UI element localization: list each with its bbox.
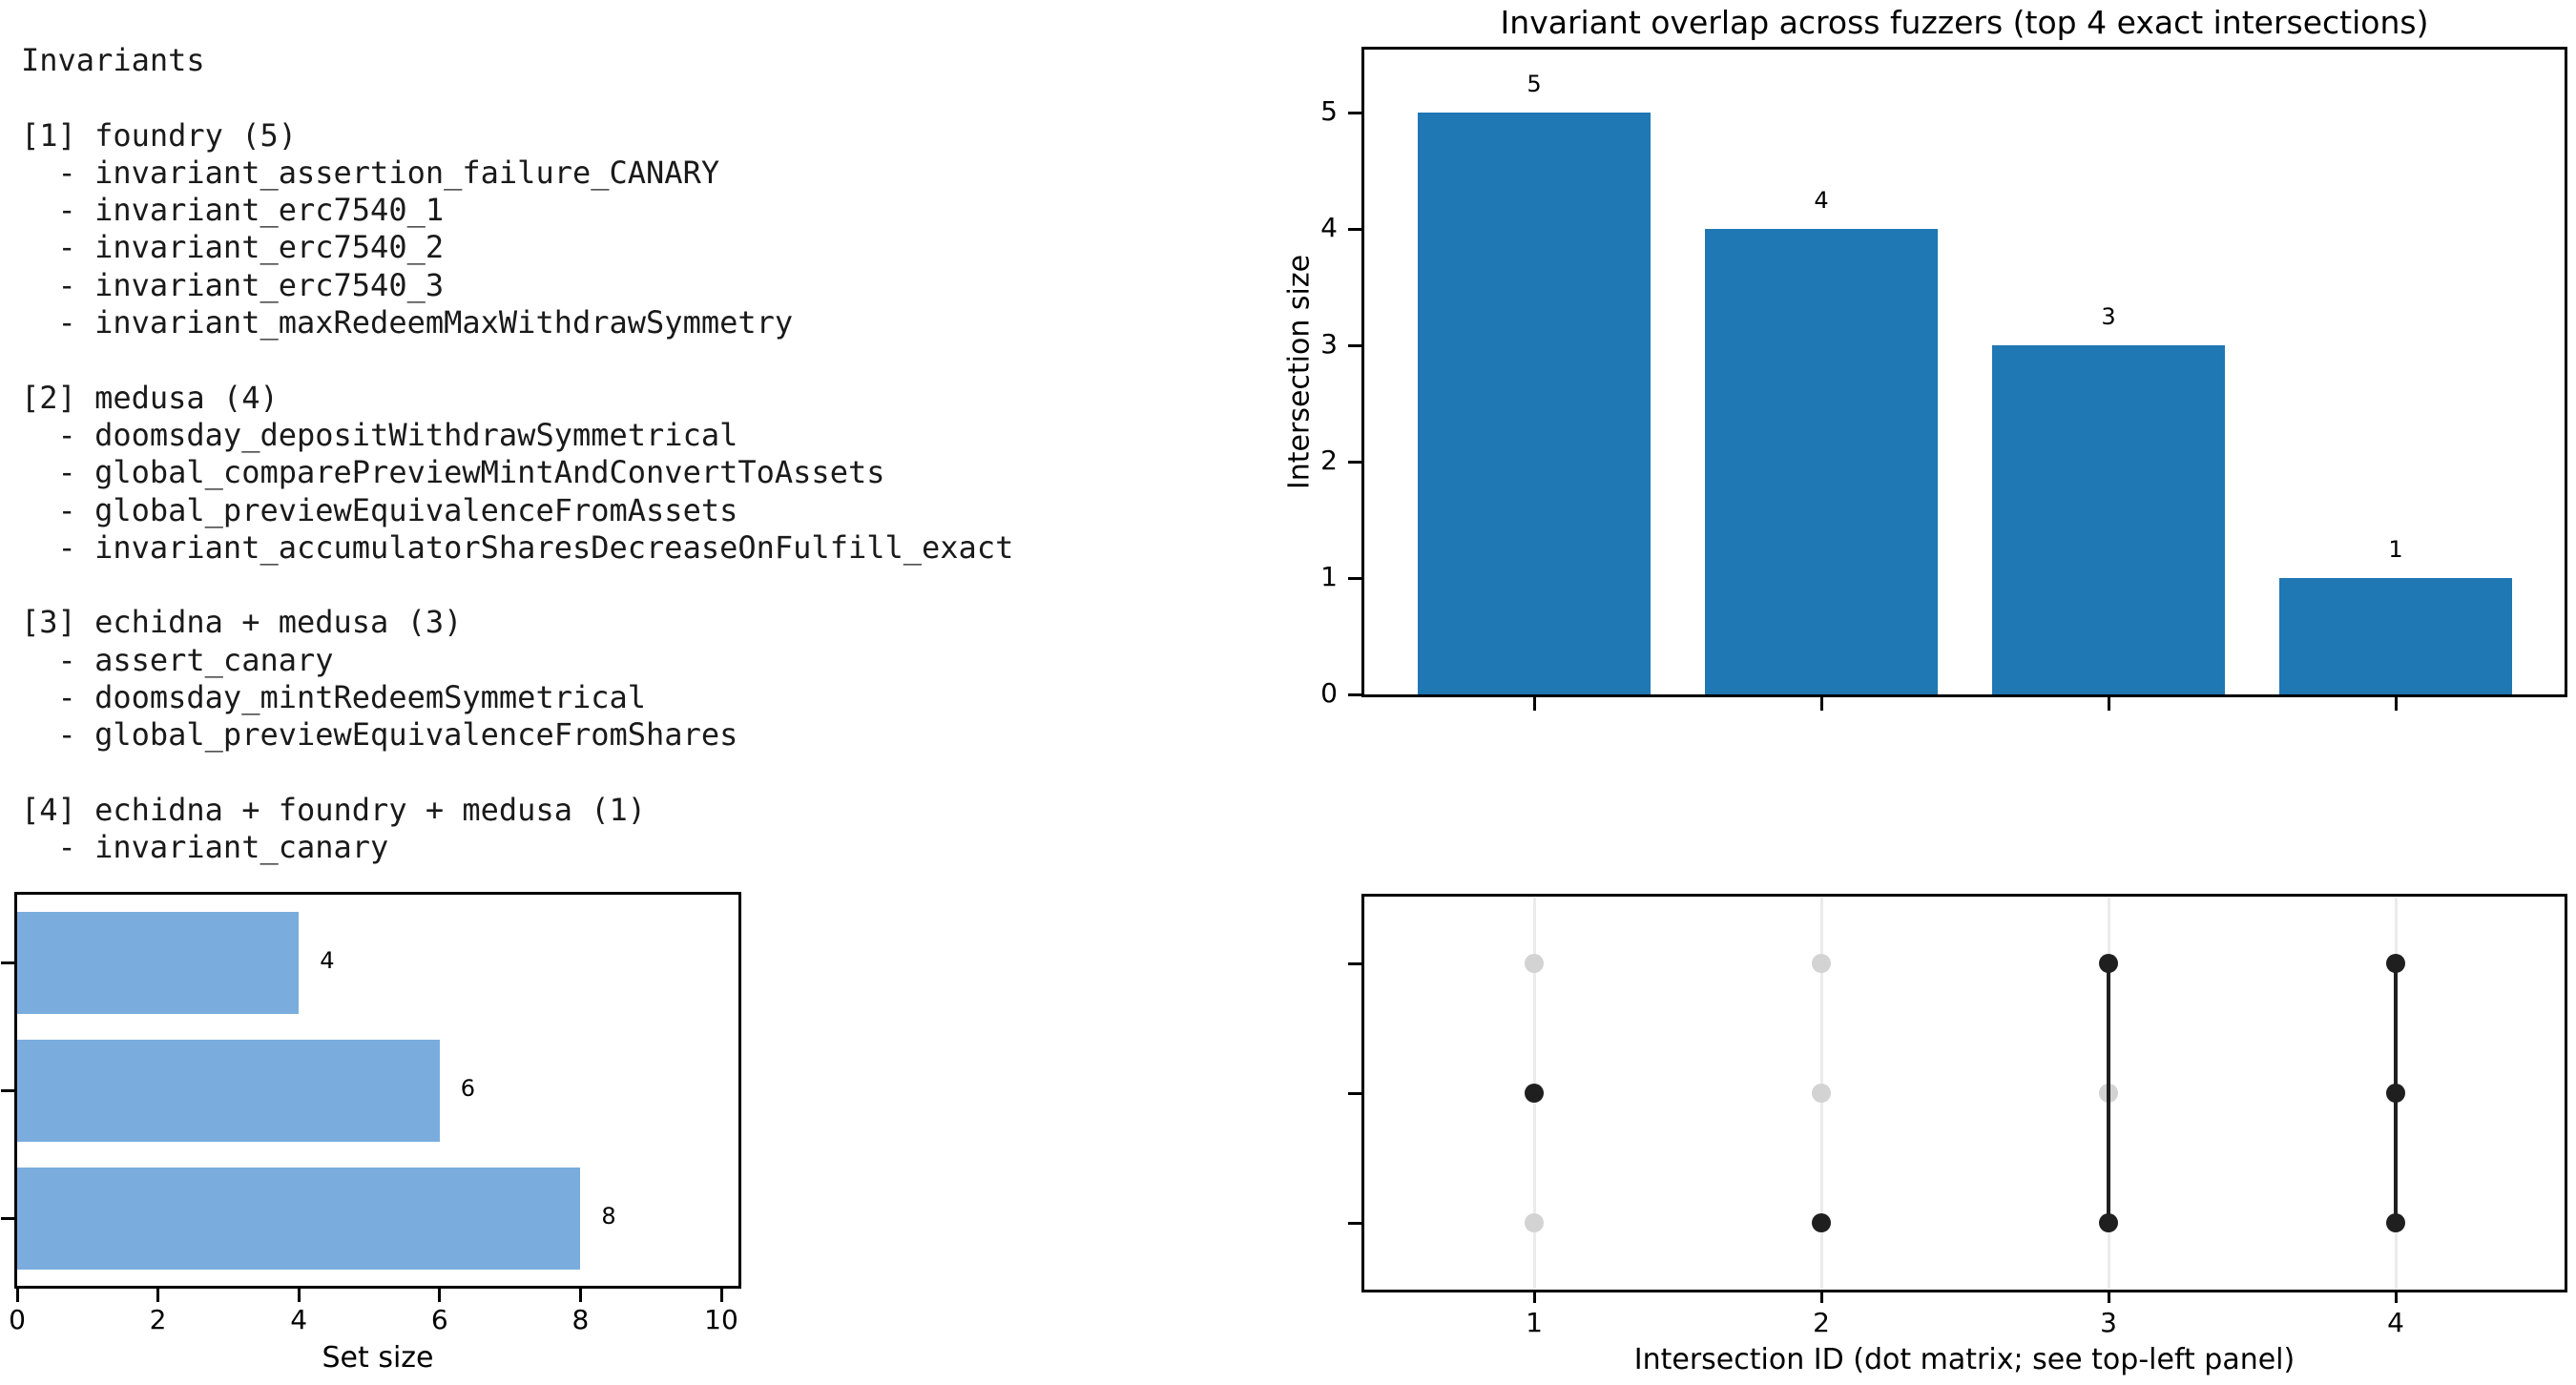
matrix-dot-on (2386, 1084, 2405, 1103)
invariants-list: Invariants [1] foundry (5) - invariant_a… (21, 42, 1014, 866)
y-tick (1, 1216, 14, 1220)
x-tick (297, 1289, 301, 1302)
y-tick-label: 5 (1320, 95, 1338, 127)
y-tick (1348, 576, 1361, 580)
x-tick-label: 10 (704, 1304, 738, 1335)
bar-value-label: 6 (460, 1075, 476, 1102)
y-tick-label: 1 (1320, 561, 1338, 592)
matrix-dot-on (2099, 1213, 2118, 1232)
top-chart-plot-area (1361, 47, 2567, 697)
matrix-dot-off (1812, 1084, 1831, 1103)
y-tick-label: 0 (1320, 677, 1338, 709)
intersection-bar (2279, 578, 2512, 694)
bar-value-label: 1 (2388, 536, 2403, 563)
intersection-bar (1705, 229, 1938, 694)
matrix-dot-off (1525, 954, 1544, 973)
bar-value-label: 5 (1527, 71, 1542, 97)
set-size-bar (17, 1039, 440, 1142)
x-tick (2107, 697, 2110, 711)
matrix-dot-on (2099, 954, 2118, 973)
y-tick (1348, 961, 1361, 965)
matrix-plot-area (1361, 894, 2567, 1292)
bar-value-label: 8 (601, 1203, 616, 1230)
y-tick (1, 1088, 14, 1092)
matrix-dot-on (2386, 1213, 2405, 1232)
x-tick (578, 1289, 582, 1302)
y-tick-label: 2 (1320, 444, 1338, 476)
bar-value-label: 4 (320, 947, 335, 974)
x-tick (1819, 1290, 1823, 1303)
x-tick (1532, 697, 1536, 711)
matrix-connector (2107, 963, 2110, 1223)
matrix-dot-on (1525, 1084, 1544, 1103)
matrix-dot-off (1525, 1213, 1544, 1232)
y-tick (1348, 1221, 1361, 1225)
y-tick (1, 961, 14, 964)
y-tick (1348, 460, 1361, 464)
x-tick (2394, 1290, 2398, 1303)
matrix-dot-on (1812, 1213, 1831, 1232)
set-size-bar (17, 1167, 581, 1270)
intersection-bar (1418, 113, 1651, 694)
x-tick (719, 1289, 723, 1302)
matrix-xlabel: Intersection ID (dot matrix; see top-lef… (1633, 1343, 2296, 1376)
y-tick-label: 4 (1320, 212, 1338, 243)
x-tick-label: 3 (2100, 1307, 2117, 1338)
y-tick-label: 3 (1320, 328, 1338, 360)
x-tick-label: 2 (149, 1304, 167, 1335)
bar-value-label: 3 (2101, 303, 2116, 330)
y-tick (1348, 692, 1361, 696)
x-tick (1532, 1290, 1536, 1303)
intersection-bar (1992, 345, 2225, 694)
y-tick (1348, 343, 1361, 347)
setsize-chart-plot-area (14, 892, 741, 1289)
x-tick-label: 0 (9, 1304, 26, 1335)
set-size-bar (17, 911, 300, 1014)
x-tick (438, 1289, 442, 1302)
y-tick (1348, 1091, 1361, 1095)
bar-value-label: 4 (1814, 187, 1829, 214)
x-tick-label: 6 (430, 1304, 448, 1335)
matrix-dot-on (2386, 954, 2405, 973)
x-tick (1819, 697, 1823, 711)
x-tick (15, 1289, 19, 1302)
x-tick-label: 4 (2387, 1307, 2404, 1338)
x-tick-label: 2 (1813, 1307, 1830, 1338)
setsize-chart-xlabel: Set size (322, 1341, 434, 1375)
y-tick (1348, 111, 1361, 114)
x-tick (2394, 697, 2398, 711)
x-tick-label: 4 (290, 1304, 308, 1335)
x-tick-label: 8 (571, 1304, 590, 1335)
x-tick (156, 1289, 160, 1302)
matrix-dot-off (1812, 954, 1831, 973)
top-chart-title: Invariant overlap across fuzzers (top 4 … (1500, 4, 2429, 41)
y-tick (1348, 227, 1361, 231)
x-tick-label: 1 (1526, 1307, 1543, 1338)
x-tick (2107, 1290, 2110, 1303)
